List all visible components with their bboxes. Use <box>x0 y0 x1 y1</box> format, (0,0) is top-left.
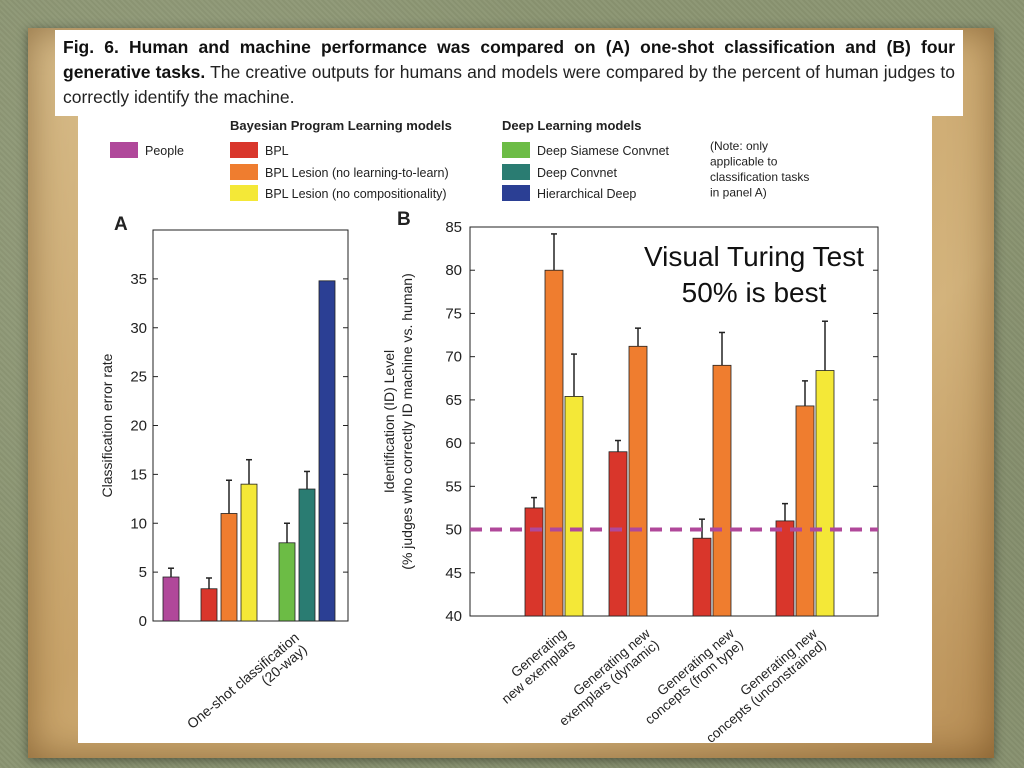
panel-b-ytick-label: 65 <box>445 392 462 409</box>
panel-b-label: B <box>397 209 411 230</box>
caption-normal-text: The creative outputs for humans and mode… <box>63 62 956 107</box>
panel-b-ytick-label: 60 <box>445 435 462 452</box>
panel-b-annotation-line2: 50% is best <box>682 277 827 308</box>
panel-b-bar <box>564 396 584 617</box>
panel-b-ytick-label: 70 <box>445 349 462 366</box>
panel-b-ytick-label: 80 <box>445 262 462 279</box>
panel-a-ytick-label: 25 <box>130 369 147 386</box>
panel-b-bar <box>775 520 795 617</box>
figure-caption: Fig. 6. Human and machine performance wa… <box>55 30 963 116</box>
panel-b-ytick-label: 50 <box>445 522 462 539</box>
panel-b-bar <box>692 537 712 617</box>
legend-note-line: applicable to <box>710 155 778 169</box>
legend-swatch-bpl_lesion_comp <box>230 185 258 201</box>
legend-swatch-siamese <box>502 142 530 158</box>
caption-fig-label: Fig. 6. <box>63 37 119 57</box>
panel-b-ytick-label: 40 <box>445 608 462 625</box>
panel-a-bar <box>278 542 296 622</box>
panel-b-ytick-label: 55 <box>445 478 462 495</box>
panel-b-bar <box>815 370 835 617</box>
panel-b-frame <box>469 226 879 617</box>
panel-b-bar <box>524 507 544 617</box>
panel-a-ytick-label: 35 <box>130 271 147 288</box>
legend-label-bpl: BPL <box>265 144 289 158</box>
panel-b-ylabel-line2: (% judges who correctly ID machine vs. h… <box>399 273 415 569</box>
legend-note-line: classification tasks <box>710 170 809 184</box>
panel-b-ytick-label: 75 <box>445 305 462 322</box>
panel-a-ylabel: Classification error rate <box>99 353 115 497</box>
legend-swatch-convnet <box>502 164 530 180</box>
panel-b-annotation-line1: Visual Turing Test <box>644 241 864 272</box>
panel-a-bar <box>162 576 180 622</box>
panel-b-ylabel-line1: Identification (ID) Level <box>381 350 397 493</box>
legend-note-line: in panel A) <box>710 186 767 200</box>
panel-a-label: A <box>114 214 128 235</box>
panel-a-bar <box>200 588 218 622</box>
legend-group-dl: Deep Learning models <box>502 118 641 133</box>
legend-label-siamese: Deep Siamese Convnet <box>537 144 670 158</box>
panel-b-bar <box>628 345 648 617</box>
figure-panel: Bayesian Program Learning models Deep Lea… <box>78 113 932 746</box>
legend-label-bpl_lesion_comp: BPL Lesion (no compositionality) <box>265 187 447 201</box>
panel-a-ytick-label: 20 <box>130 418 147 435</box>
panel-a-category-label: One-shot classification <box>184 629 302 732</box>
panel-b-bar <box>712 364 732 617</box>
panel-a-bar <box>240 483 258 622</box>
panel-b-ytick-label: 85 <box>445 219 462 236</box>
panel-a-ytick-label: 30 <box>130 320 147 337</box>
legend-swatch-people <box>110 142 138 158</box>
panel-b-bar <box>608 451 628 617</box>
legend-group-bpl: Bayesian Program Learning models <box>230 118 452 133</box>
panel-a-ytick-label: 0 <box>139 613 147 630</box>
legend-label-bpl_lesion_ll: BPL Lesion (no learning-to-learn) <box>265 166 449 180</box>
caption-bold-text: Human and machine performance was compar… <box>63 37 956 82</box>
legend-note-line: (Note: only <box>710 139 768 153</box>
panel-a-ytick-label: 15 <box>130 466 147 483</box>
panel-b-bar <box>795 405 815 617</box>
legend-label-hier: Hierarchical Deep <box>537 187 636 201</box>
panel-a-ytick-label: 10 <box>130 515 147 532</box>
panel-a-ytick-label: 5 <box>139 564 147 581</box>
panel-a-bar <box>318 280 336 622</box>
legend-swatch-bpl_lesion_ll <box>230 164 258 180</box>
panel-a-bar <box>298 488 316 622</box>
legend-swatch-hier <box>502 185 530 201</box>
legend-label-convnet: Deep Convnet <box>537 166 617 180</box>
figure-svg: Bayesian Program Learning models Deep Lea… <box>99 118 879 746</box>
panel-b-bar <box>544 269 564 617</box>
legend-swatch-bpl <box>230 142 258 158</box>
panel-a-bar <box>220 513 238 622</box>
panel-b-ytick-label: 45 <box>445 565 462 582</box>
legend-label-people: People <box>145 144 184 158</box>
